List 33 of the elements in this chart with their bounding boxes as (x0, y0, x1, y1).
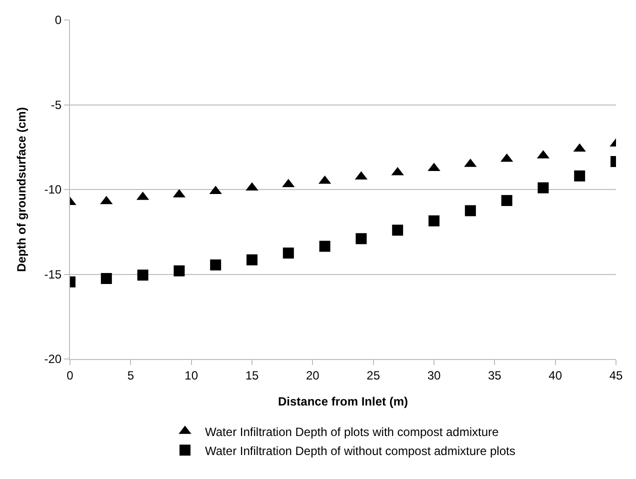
point (428, 215, 440, 226)
x-tick-label: 30 (427, 368, 441, 382)
x-tick-label: 35 (488, 368, 502, 382)
point (210, 259, 222, 270)
y-tick-label: -5 (50, 98, 62, 112)
point (137, 270, 148, 281)
x-axis-title: Distance from Inlet (m) (278, 394, 408, 408)
point (356, 233, 367, 244)
point (574, 170, 586, 182)
point (392, 224, 404, 236)
x-tick-label: 25 (366, 368, 380, 382)
point (174, 265, 185, 276)
legend-label: Water Infiltration Depth of without compost admixture plots (205, 444, 516, 458)
y-tick-label: 0 (54, 13, 62, 28)
y-tick-label: -20 (44, 352, 62, 366)
point (464, 205, 476, 216)
y-axis-title: Depth of groundsurface (cm) (14, 107, 29, 272)
y-tick-label: -10 (44, 182, 62, 197)
point (538, 182, 549, 194)
point (246, 254, 258, 266)
point (100, 272, 112, 284)
x-tick-label: 5 (127, 368, 134, 382)
x-tick-label: 15 (245, 368, 259, 382)
x-tick-label: 40 (548, 368, 562, 382)
x-tick-label: 20 (306, 368, 320, 382)
x-tick-label: 45 (609, 368, 623, 382)
point (282, 248, 294, 259)
x-tick-label: 10 (184, 368, 198, 382)
legend-label: Water Infiltration Depth of plots with compost admixture (205, 424, 500, 439)
point (501, 195, 512, 206)
point (319, 240, 330, 252)
y-tick-label: -15 (44, 267, 62, 282)
x-tick-label: 0 (66, 368, 74, 382)
